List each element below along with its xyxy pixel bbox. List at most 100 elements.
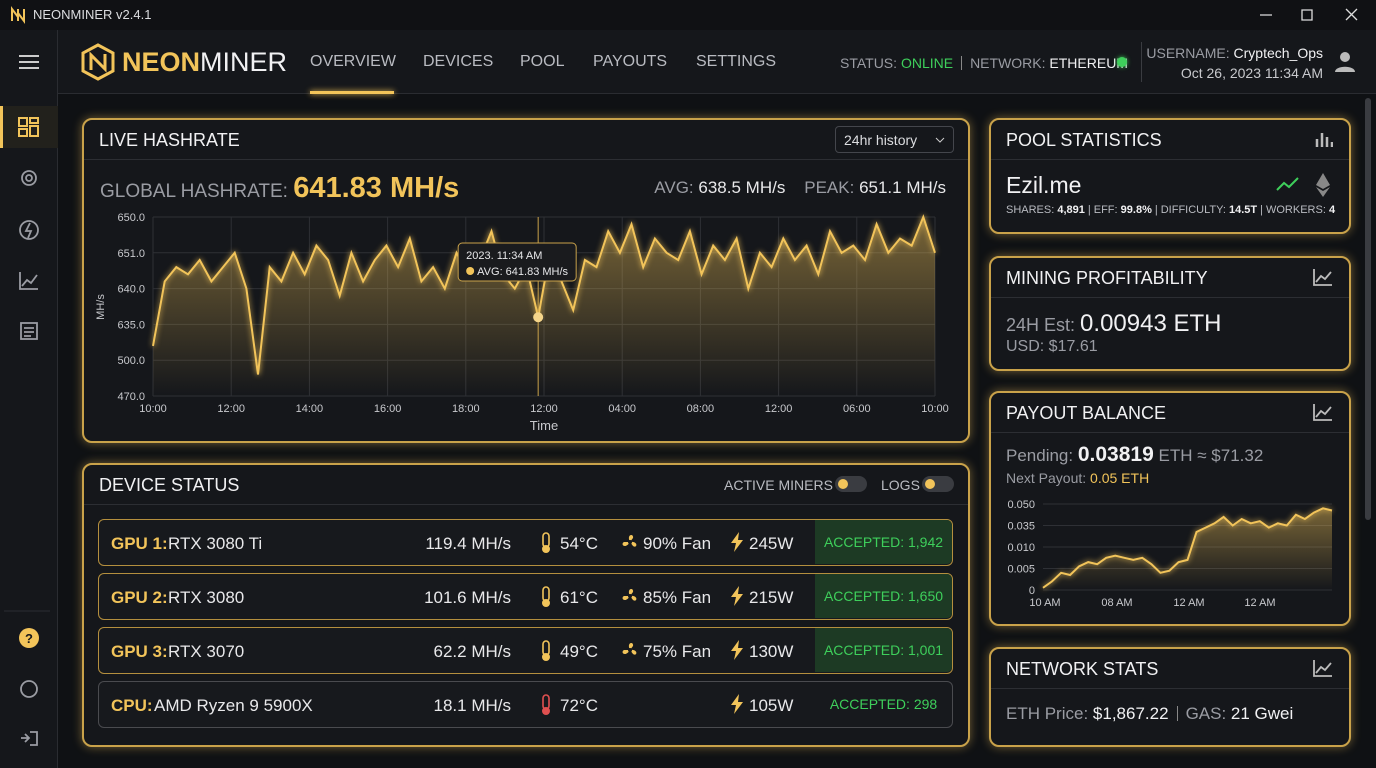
datetime: Oct 26, 2023 11:34 AM bbox=[1180, 65, 1323, 81]
toggle[interactable] bbox=[922, 476, 954, 492]
est-value: 0.00943 ETH bbox=[1080, 310, 1222, 337]
x-tick-label: 10:00 bbox=[921, 403, 949, 415]
next-value: 0.05 ETH bbox=[1090, 470, 1150, 486]
profit-panel: MINING PROFITABILITY 24H Est: 0.00943 ET… bbox=[989, 256, 1351, 371]
logo-icon bbox=[81, 43, 115, 81]
bar-icon bbox=[1315, 133, 1333, 147]
device-row: GPU 1: RTX 3080 Ti 119.4 MH/s 54°C 90% Fan 24… bbox=[98, 519, 953, 566]
stat-value: 4,891 bbox=[1057, 204, 1085, 216]
device-row: CPU: AMD Ryzen 9 5900X 18.1 MH/s 72°C 105W AC… bbox=[98, 681, 953, 728]
stat-label: SHARES: bbox=[1006, 204, 1055, 216]
device-name: GPU 1: bbox=[111, 534, 168, 553]
device-fan: 75% Fan bbox=[643, 642, 712, 661]
nav-item[interactable]: PAYOUTS bbox=[593, 53, 668, 70]
device-row: GPU 2: RTX 3080 101.6 MH/s 61°C 85% Fan 215W A… bbox=[98, 573, 953, 620]
device-temp: 61°C bbox=[560, 588, 598, 607]
x-tick-label: 12:00 bbox=[765, 403, 793, 415]
toggle[interactable] bbox=[835, 476, 867, 492]
window-title: NEONMINER v2.4.1 bbox=[33, 7, 152, 22]
power-icon bbox=[730, 694, 744, 719]
stat-value: 14.5T bbox=[1228, 204, 1258, 216]
sidebar-icons[interactable]: ? bbox=[0, 106, 58, 766]
gas-label: GAS: bbox=[1185, 704, 1227, 723]
power-icon bbox=[730, 640, 744, 665]
est: 24H Est: 0.00943 ETH bbox=[1006, 310, 1221, 338]
device-hashrate: 62.2 MH/s bbox=[433, 642, 511, 661]
svg-text:?: ? bbox=[25, 631, 33, 646]
range-select[interactable]: 24hr history bbox=[835, 126, 954, 153]
tooltip-value: AVG: 641.83 MH/s bbox=[477, 266, 568, 278]
y-tick-label: 651.0 bbox=[117, 248, 145, 260]
device-power: 105W bbox=[749, 696, 794, 715]
x-tick-label: 16:00 bbox=[374, 403, 402, 415]
temp-icon bbox=[539, 586, 553, 613]
pending-label: Pending: bbox=[1006, 446, 1074, 465]
title-bar bbox=[0, 0, 1376, 30]
menu-icon[interactable] bbox=[18, 53, 40, 71]
device-name: GPU 3: bbox=[111, 642, 168, 661]
eth-value: $1,867.22 bbox=[1092, 704, 1169, 723]
y-tick-label: 470.0 bbox=[117, 391, 145, 403]
panel-title: DEVICE STATUS bbox=[99, 475, 240, 495]
device-hashrate: 101.6 MH/s bbox=[424, 588, 511, 607]
nav-item[interactable]: DEVICES bbox=[423, 53, 494, 70]
line bbox=[152, 214, 936, 375]
device-temp: 72°C bbox=[560, 696, 598, 715]
network-panel: NETWORK STATS ETH Price: $1,867.22 GAS: 2… bbox=[989, 647, 1351, 747]
cursor-point bbox=[533, 312, 544, 323]
range-text: 24hr history bbox=[844, 132, 918, 148]
scrollbar[interactable] bbox=[1365, 98, 1371, 520]
x-tick-label: 12:00 bbox=[217, 403, 245, 415]
stat-label: DIFFICULTY: bbox=[1160, 204, 1226, 216]
logo-neon: NEON bbox=[122, 47, 201, 77]
window-controls[interactable] bbox=[1250, 5, 1370, 25]
username-line: USERNAME: Cryptech_Ops bbox=[1146, 45, 1323, 61]
power-icon bbox=[730, 532, 744, 557]
pool-stats: SHARES: 4,891 | EFF: 99.8% | DIFFICULTY: 14.… bbox=[1006, 204, 1335, 216]
y-tick-label: 0.035 bbox=[1007, 521, 1035, 533]
logo-miner: MINER bbox=[200, 47, 288, 77]
fan-icon bbox=[620, 532, 640, 557]
temp-icon bbox=[539, 694, 553, 721]
panel-title: POOL STATISTICS bbox=[1006, 130, 1162, 150]
line bbox=[1042, 507, 1333, 589]
gas-value: 21 Gwei bbox=[1230, 704, 1294, 723]
peak: 651.1 MH/s bbox=[859, 178, 946, 197]
next-payout: Next Payout: 0.05 ETH bbox=[1006, 470, 1149, 486]
stat-value: 99.8% bbox=[1120, 204, 1152, 216]
tooltip-dot bbox=[466, 267, 475, 275]
nav-item[interactable]: OVERVIEW bbox=[310, 53, 396, 70]
x-axis-label: Time bbox=[530, 418, 558, 433]
temp-icon bbox=[539, 640, 553, 667]
username: Cryptech_Ops bbox=[1233, 45, 1323, 61]
pool-panel: POOL STATISTICS Ezil.me SHARES: 4,891 | EF… bbox=[989, 118, 1351, 234]
device-power: 245W bbox=[749, 534, 794, 553]
device-temp: 54°C bbox=[560, 534, 598, 553]
device-accepted: ACCEPTED: 1,942 bbox=[815, 520, 952, 564]
device-accepted: ACCEPTED: 1,650 bbox=[815, 574, 952, 618]
est-label: 24H Est: bbox=[1006, 315, 1076, 335]
toggle-label: LOGS bbox=[881, 477, 920, 493]
device-model: RTX 3070 bbox=[168, 642, 245, 661]
payout-chart: 0.050 0.035 0.010 0.005 010 AM 08 AM 12 AM 12 A… bbox=[1007, 499, 1333, 609]
nav-item[interactable]: SETTINGS bbox=[696, 53, 777, 70]
power-icon bbox=[730, 586, 744, 611]
nav-item[interactable]: POOL bbox=[520, 53, 565, 70]
pool-name: Ezil.me bbox=[1006, 172, 1082, 198]
username-label: USERNAME: bbox=[1146, 45, 1230, 61]
panel-title: MINING PROFITABILITY bbox=[1006, 268, 1208, 288]
next-label: Next Payout: bbox=[1006, 470, 1087, 486]
device-fan: 90% Fan bbox=[643, 534, 712, 553]
pending-unit: ETH ≈ $71.32 bbox=[1158, 446, 1264, 465]
user-icon[interactable] bbox=[1335, 51, 1355, 73]
device-temp: 49°C bbox=[560, 642, 598, 661]
pending-value: 0.03819 bbox=[1077, 443, 1154, 466]
fan-icon bbox=[620, 586, 640, 611]
status-dot bbox=[1117, 57, 1127, 67]
pool-icons bbox=[1276, 173, 1330, 197]
chart-icon bbox=[1313, 660, 1332, 677]
y-tick-label: 0.010 bbox=[1007, 542, 1035, 554]
panel-title: PAYOUT BALANCE bbox=[1006, 403, 1167, 423]
